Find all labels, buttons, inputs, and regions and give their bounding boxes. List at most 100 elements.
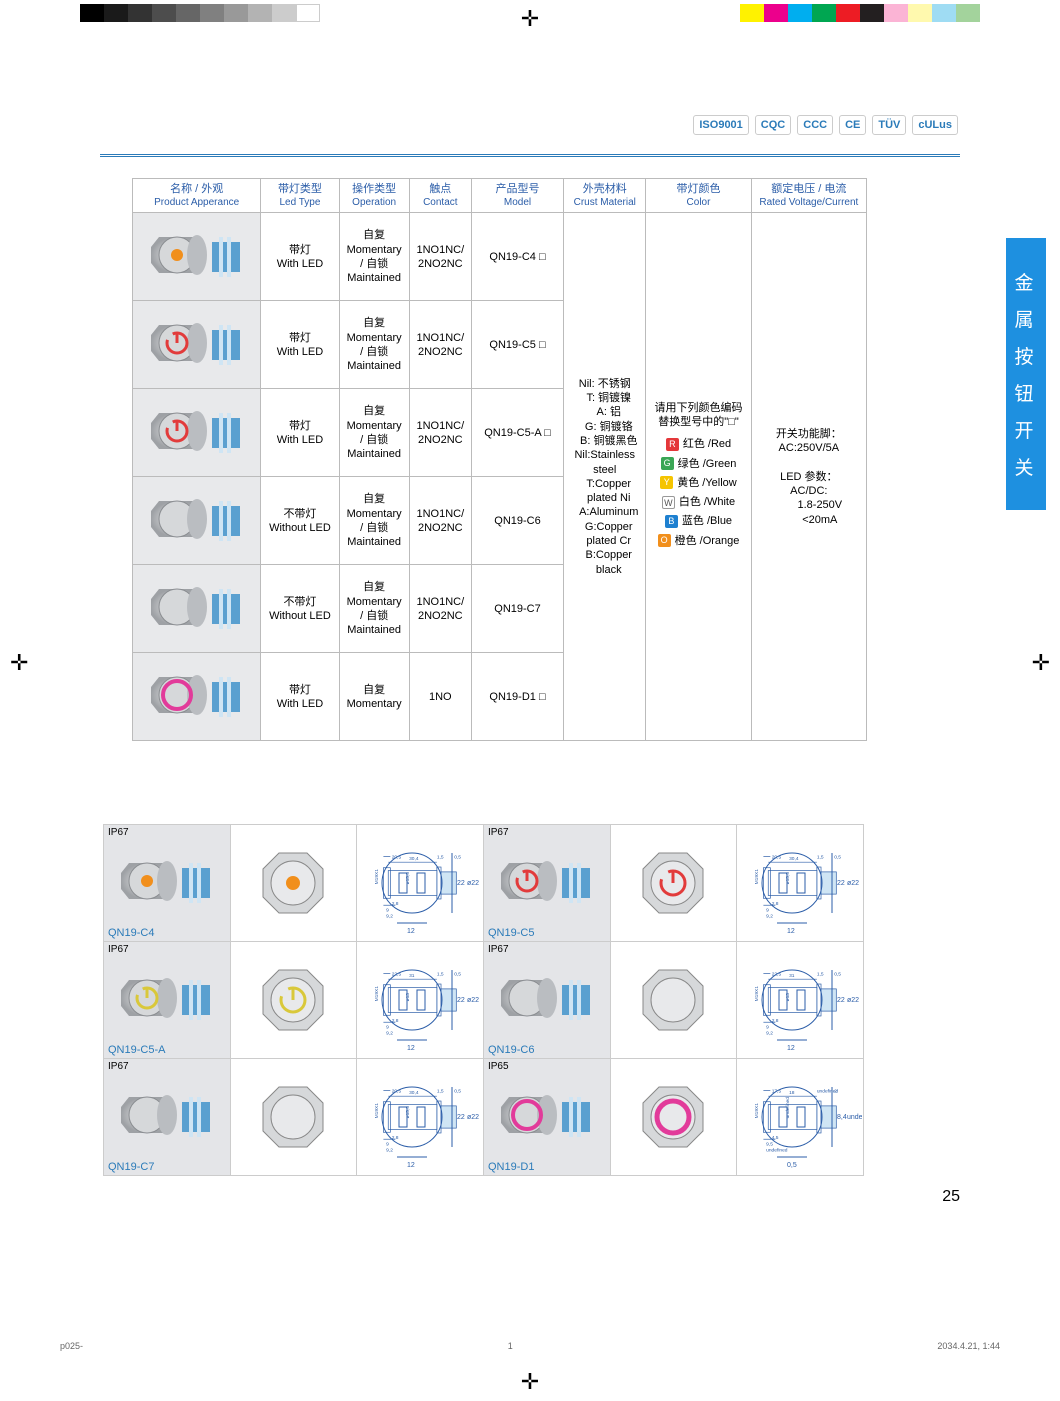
svg-text:12: 12	[787, 928, 795, 935]
ip-rating: IP67	[108, 1061, 129, 1072]
drawing-cell: 1817,5M19X1undefined9,5undefinedundefine…	[736, 1058, 864, 1176]
footer-left: p025-	[60, 1341, 83, 1351]
cell-op: 自复Momentary/ 自锁Maintained	[339, 389, 409, 477]
drawing-cell	[230, 824, 358, 942]
drawing-cell: IP67 QN19-C4	[103, 824, 231, 942]
cell-led: 不带灯Without LED	[261, 477, 339, 565]
footer: p025- 1 2034.4.21, 1:44	[60, 1341, 1000, 1351]
svg-text:22: 22	[457, 880, 465, 887]
drawings-grid: IP67QN19-C430,420,5M19X1ø15,599,21,50,52…	[104, 825, 864, 1176]
cell-contact: 1NO1NC/2NO2NC	[409, 477, 471, 565]
svg-text:undefined: undefined	[847, 1114, 862, 1121]
cell-contact: 1NO1NC/2NO2NC	[409, 301, 471, 389]
cell-op: 自复Momentary/ 自锁Maintained	[339, 565, 409, 653]
cell-led: 带灯With LED	[261, 301, 339, 389]
cell-model: QN19-C7	[471, 565, 563, 653]
cell-led: 带灯With LED	[261, 653, 339, 741]
model-label: QN19-C4	[108, 927, 154, 939]
table-header: 产品型号Model	[471, 179, 563, 213]
cell-contact: 1NO1NC/2NO2NC	[409, 213, 471, 301]
certification-bar: ISO9001CQCCCCCETÜVcULus	[693, 115, 958, 135]
svg-text:22: 22	[837, 997, 845, 1004]
svg-text:12: 12	[407, 1045, 415, 1052]
ip-rating: IP67	[488, 944, 509, 955]
product-image	[133, 477, 261, 565]
svg-text:ø22: ø22	[847, 997, 859, 1004]
svg-text:12: 12	[407, 928, 415, 935]
colors-cell: 请用下列颜色编码替换型号中的"□"R红色 /RedG绿色 /GreenY黄色 /…	[646, 213, 751, 741]
svg-text:22: 22	[457, 1114, 465, 1121]
drawing-cell: IP67 QN19-C5-A	[103, 941, 231, 1059]
cell-contact: 1NO1NC/2NO2NC	[409, 389, 471, 477]
table-header: 外壳材料Crust Material	[564, 179, 646, 213]
cell-led: 不带灯Without LED	[261, 565, 339, 653]
model-label: QN19-C7	[108, 1161, 154, 1173]
model-label: QN19-D1	[488, 1161, 534, 1173]
cert-badge: CE	[839, 115, 866, 135]
ip-rating: IP65	[488, 1061, 509, 1072]
cmyk-bar	[740, 4, 980, 22]
cell-op: 自复Momentary/ 自锁Maintained	[339, 213, 409, 301]
drawing-cell: IP65 QN19-D1	[483, 1058, 611, 1176]
footer-mid: 1	[508, 1341, 513, 1351]
drawing-cell: IP67 QN19-C6	[483, 941, 611, 1059]
registration-mark: ✛	[521, 6, 539, 32]
cert-badge: cULus	[912, 115, 958, 135]
cell-op: 自复Momentary/ 自锁Maintained	[339, 301, 409, 389]
ip-rating: IP67	[488, 827, 509, 838]
drawing-cell	[610, 941, 738, 1059]
footer-right: 2034.4.21, 1:44	[937, 1341, 1000, 1351]
cell-contact: 1NO1NC/2NO2NC	[409, 565, 471, 653]
drawing-cell: 30,420,5M19X1ø15,599,21,50,52,82212ø22	[356, 1058, 484, 1176]
drawing-cell	[230, 941, 358, 1059]
table-header: 触点Contact	[409, 179, 471, 213]
drawing-cell	[610, 824, 738, 942]
model-label: QN19-C5-A	[108, 1044, 165, 1056]
drawing-cell: IP67 QN19-C7	[103, 1058, 231, 1176]
table-header: 带灯类型Led Type	[261, 179, 339, 213]
cell-model: QN19-D1 □	[471, 653, 563, 741]
product-image	[133, 213, 261, 301]
product-image	[133, 301, 261, 389]
ip-rating: IP67	[108, 827, 129, 838]
drawing-cell: 3122,5M19X1ø1399,21,50,52,82212ø22	[736, 941, 864, 1059]
svg-text:12: 12	[407, 1162, 415, 1169]
cell-model: QN19-C4 □	[471, 213, 563, 301]
table-header: 额定电压 / 电流Rated Voltage/Current	[751, 179, 866, 213]
cell-op: 自复Momentary	[339, 653, 409, 741]
ip-rating: IP67	[108, 944, 129, 955]
svg-text:22: 22	[457, 997, 465, 1004]
rated-cell: 开关功能脚：AC:250V/5A LED 参数：AC/DC: 1.8-250V …	[751, 213, 866, 741]
cert-badge: TÜV	[872, 115, 906, 135]
registration-mark: ✛	[521, 1369, 539, 1395]
svg-text:22: 22	[837, 880, 845, 887]
model-label: QN19-C6	[488, 1044, 534, 1056]
svg-text:ø22: ø22	[467, 880, 479, 887]
page-number: 25	[942, 1188, 960, 1206]
drawing-cell: 30,420,5M19X1ø15,599,21,50,52,82212ø22	[736, 824, 864, 942]
table-row: 带灯With LED自复Momentary/ 自锁Maintained1NO1N…	[133, 213, 867, 301]
cell-model: QN19-C5 □	[471, 301, 563, 389]
table-header: 带灯颜色Color	[646, 179, 751, 213]
product-image	[133, 389, 261, 477]
cell-op: 自复Momentary/ 自锁Maintained	[339, 477, 409, 565]
svg-text:ø22: ø22	[847, 880, 859, 887]
cert-badge: CCC	[797, 115, 833, 135]
svg-text:ø22: ø22	[467, 997, 479, 1004]
materials-cell: Nil: 不锈钢T: 铜镀镍A: 铝G: 铜镀铬B: 铜镀黑色Nil:Stain…	[564, 213, 646, 741]
cell-led: 带灯With LED	[261, 389, 339, 477]
cert-badge: ISO9001	[693, 115, 748, 135]
drawing-cell: 3122,5M19X1ø1399,21,50,52,82212ø22	[356, 941, 484, 1059]
model-label: QN19-C5	[488, 927, 534, 939]
table-header: 操作类型Operation	[339, 179, 409, 213]
product-image	[133, 653, 261, 741]
side-tab: 金属按钮开关	[1006, 238, 1046, 510]
drawing-cell	[230, 1058, 358, 1176]
svg-text:8,4: 8,4	[837, 1114, 847, 1121]
drawing-cell	[610, 1058, 738, 1176]
cell-contact: 1NO	[409, 653, 471, 741]
product-image	[133, 565, 261, 653]
spec-table: 名称 / 外观Product Apperance带灯类型Led Type操作类型…	[132, 178, 867, 741]
svg-text:12: 12	[787, 1045, 795, 1052]
svg-text:ø22: ø22	[467, 1114, 479, 1121]
